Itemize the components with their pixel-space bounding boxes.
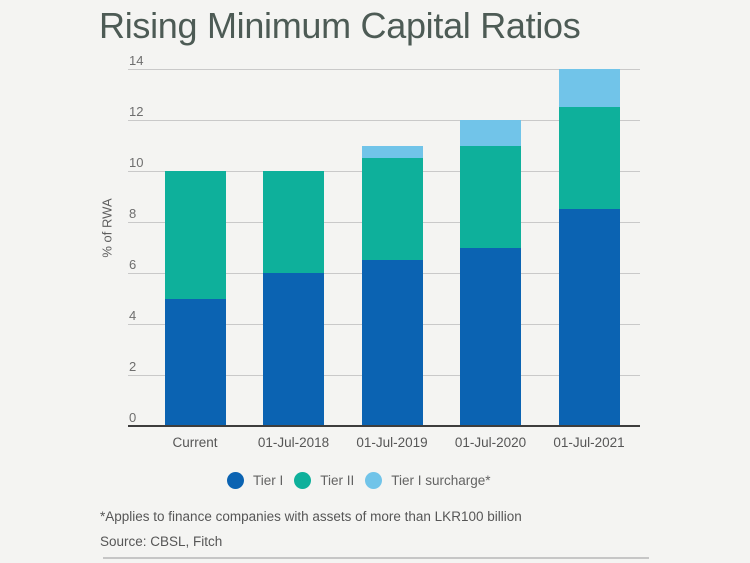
y-tick-label: 6	[129, 257, 137, 272]
y-tick-label: 12	[129, 104, 144, 119]
legend-item-tier-i-surcharge-[interactable]: Tier I surcharge*	[365, 472, 491, 489]
legend: Tier I Tier II Tier I surcharge*	[227, 472, 502, 489]
bar-segment-tier-i-surcharge-[interactable]	[558, 69, 620, 108]
y-tick-label: 10	[129, 155, 144, 170]
bottom-divider	[103, 557, 649, 559]
legend-label: Tier I	[253, 473, 284, 488]
plot-area: % of RWA 0 2 4 6 8 10 12 14 Current 01-Jul-2018 0…	[100, 53, 640, 450]
bar-segment-tier-ii[interactable]	[164, 171, 226, 299]
y-tick-label: 14	[129, 53, 144, 68]
legend-item-tier-i[interactable]: Tier I	[227, 472, 283, 489]
x-axis-line	[128, 425, 640, 427]
bar-segment-tier-i[interactable]	[460, 247, 521, 426]
bar-segment-tier-i-surcharge-[interactable]	[361, 145, 423, 159]
bar-segment-tier-i[interactable]	[361, 260, 423, 426]
y-tick-label: 2	[129, 359, 137, 374]
bar-segment-tier-ii[interactable]	[460, 145, 521, 248]
y-axis-label: % of RWA	[99, 198, 115, 258]
bar-segment-tier-i-surcharge-[interactable]	[460, 120, 521, 146]
bar-segment-tier-i[interactable]	[558, 209, 620, 426]
bar-segment-tier-ii[interactable]	[558, 107, 620, 210]
x-tick-label: Current	[172, 435, 218, 450]
y-tick-label: 0	[129, 410, 137, 425]
chart-title: Rising Minimum Capital Ratios	[99, 5, 581, 46]
footnote: *Applies to finance companies with asset…	[100, 509, 522, 524]
x-tick-label: 01-Jul-2020	[454, 435, 527, 450]
legend-item-tier-ii[interactable]: Tier II	[294, 472, 354, 489]
bar-segment-tier-i[interactable]	[263, 273, 324, 426]
legend-label: Tier II	[320, 473, 355, 488]
bar-segment-tier-ii[interactable]	[263, 171, 324, 273]
bar-segment-tier-i[interactable]	[164, 298, 226, 426]
bar-segment-tier-ii[interactable]	[361, 158, 423, 261]
legend-swatch-icon	[227, 472, 244, 489]
x-tick-label: 01-Jul-2018	[257, 435, 330, 450]
legend-swatch-icon	[365, 472, 383, 489]
legend-label: Tier I surcharge*	[391, 473, 491, 488]
gridline	[128, 120, 640, 121]
x-tick-label: 01-Jul-2021	[553, 435, 625, 450]
gridline	[128, 69, 640, 70]
legend-swatch-icon	[294, 472, 312, 489]
x-tick-label: 01-Jul-2019	[356, 435, 428, 450]
y-tick-label: 8	[129, 206, 137, 221]
y-tick-label: 4	[129, 308, 137, 323]
source-credit: Source: CBSL, Fitch	[100, 534, 223, 549]
